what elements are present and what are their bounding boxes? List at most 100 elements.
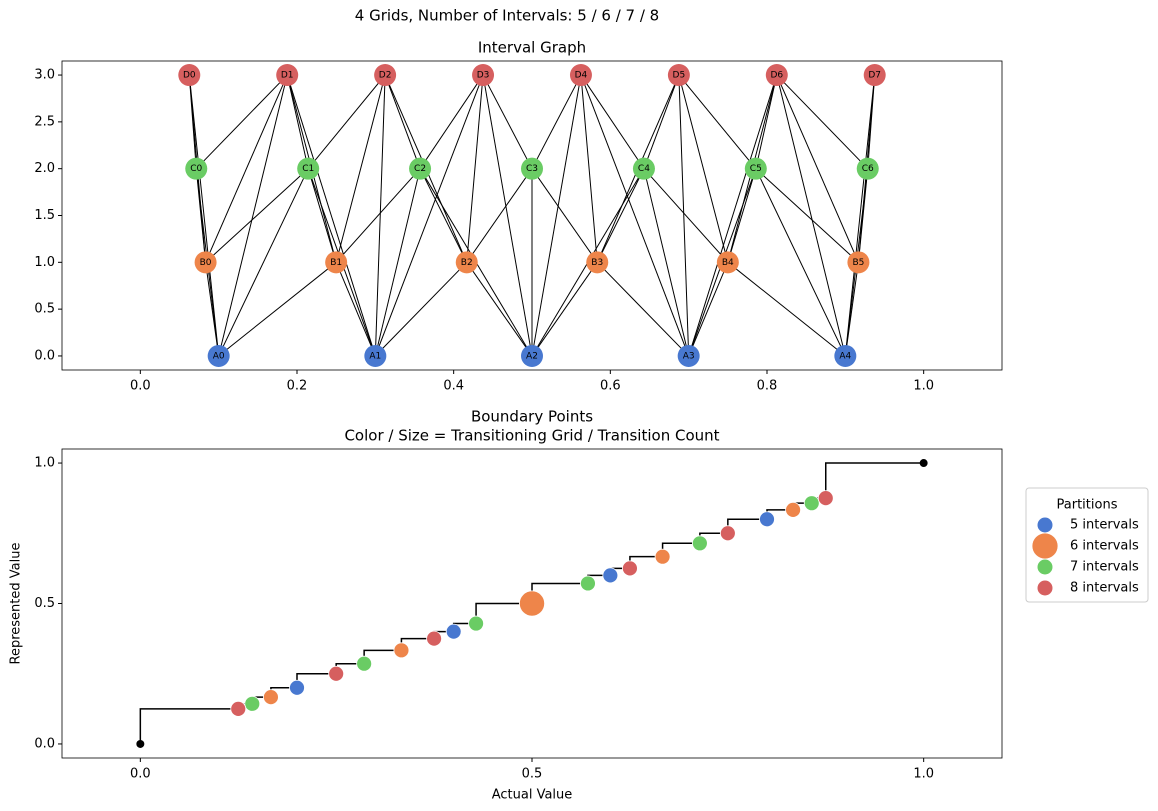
legend-label: 8 intervals xyxy=(1070,581,1139,596)
node xyxy=(521,344,543,367)
edge xyxy=(643,74,680,169)
node-label: C4 xyxy=(638,164,650,174)
edge xyxy=(844,74,876,357)
node xyxy=(297,157,320,180)
edge xyxy=(195,74,288,170)
edge xyxy=(466,262,533,357)
legend-box xyxy=(1025,487,1149,603)
point xyxy=(426,630,442,647)
edge xyxy=(419,168,468,263)
edge xyxy=(205,168,309,263)
edge xyxy=(384,74,421,169)
edge xyxy=(218,74,288,357)
point xyxy=(622,560,638,577)
node xyxy=(374,64,397,87)
y-tick-label: 2.5 xyxy=(34,114,55,129)
x-tick-label: 0.5 xyxy=(522,767,543,782)
y-tick-label: 0.5 xyxy=(34,596,55,611)
y-tick-label: 1.0 xyxy=(34,255,55,270)
node xyxy=(455,251,478,274)
node-label: B2 xyxy=(461,258,473,268)
edge xyxy=(776,74,869,170)
edge xyxy=(218,261,337,357)
node xyxy=(325,251,348,274)
edge xyxy=(466,75,484,263)
point xyxy=(445,623,462,640)
edge xyxy=(776,74,846,357)
node-label: C3 xyxy=(526,164,538,174)
x-tick-label: 0.4 xyxy=(443,379,464,394)
node-label: B1 xyxy=(330,258,342,268)
point xyxy=(803,495,820,512)
legend-marker xyxy=(1037,580,1053,596)
edge xyxy=(531,168,598,263)
endpoint xyxy=(919,459,928,468)
x-axis-label: Actual Value xyxy=(492,788,573,803)
node-label: C0 xyxy=(190,164,202,174)
point xyxy=(230,700,247,717)
edge xyxy=(531,74,582,169)
y-tick-label: 0.5 xyxy=(34,302,55,317)
edge xyxy=(755,74,778,169)
edge xyxy=(531,74,582,357)
x-tick-label: 0.8 xyxy=(757,379,778,394)
node-label: B5 xyxy=(852,258,864,268)
edge xyxy=(307,74,386,169)
legend-label: 5 intervals xyxy=(1070,518,1139,533)
edge xyxy=(531,262,598,357)
point xyxy=(263,689,279,706)
edge xyxy=(286,74,309,169)
node-label: A0 xyxy=(213,351,225,361)
edge xyxy=(286,74,376,357)
node xyxy=(586,251,609,274)
edge xyxy=(755,168,846,357)
edge xyxy=(776,74,859,263)
node xyxy=(632,157,655,180)
x-tick-label: 0.2 xyxy=(287,379,308,394)
edge xyxy=(678,74,757,169)
point xyxy=(393,642,410,659)
chart-title: Interval Graph xyxy=(478,39,586,57)
edge xyxy=(466,168,533,263)
edge xyxy=(755,168,859,263)
node-label: A3 xyxy=(683,351,695,361)
node xyxy=(521,157,543,180)
point xyxy=(602,567,619,584)
node xyxy=(569,64,592,87)
node-label: D3 xyxy=(477,71,490,81)
node-label: D2 xyxy=(379,71,392,81)
x-tick-label: 1.0 xyxy=(913,767,934,782)
edge xyxy=(374,261,468,357)
point xyxy=(719,525,736,542)
node xyxy=(185,157,208,180)
node xyxy=(856,157,879,180)
edge xyxy=(374,75,386,356)
edge xyxy=(419,74,484,169)
edge xyxy=(867,75,876,169)
edge xyxy=(678,74,729,263)
node-label: A1 xyxy=(369,351,381,361)
y-tick-label: 2.0 xyxy=(34,161,55,176)
edge xyxy=(727,261,846,357)
node xyxy=(409,157,432,180)
point xyxy=(817,490,834,507)
edge xyxy=(335,74,386,263)
edge xyxy=(188,75,197,169)
node-label: A4 xyxy=(839,351,851,361)
edge xyxy=(580,74,645,169)
node xyxy=(765,64,788,87)
edge xyxy=(335,168,421,263)
y-tick-label: 1.5 xyxy=(34,208,55,223)
node-label: C1 xyxy=(302,164,314,174)
node-label: B3 xyxy=(591,258,603,268)
node xyxy=(276,64,299,87)
node xyxy=(364,344,387,367)
point xyxy=(580,575,596,592)
chart-title: Boundary Points xyxy=(471,408,593,426)
y-tick-label: 3.0 xyxy=(34,68,55,83)
node-label: B4 xyxy=(722,258,734,268)
point xyxy=(518,590,546,617)
legend-title: Partitions xyxy=(1057,498,1118,513)
node xyxy=(194,251,217,274)
